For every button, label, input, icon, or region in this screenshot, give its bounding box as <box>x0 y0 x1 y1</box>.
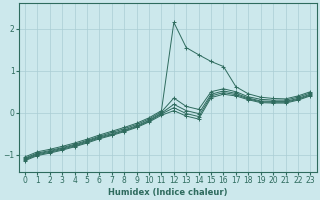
X-axis label: Humidex (Indice chaleur): Humidex (Indice chaleur) <box>108 188 228 197</box>
